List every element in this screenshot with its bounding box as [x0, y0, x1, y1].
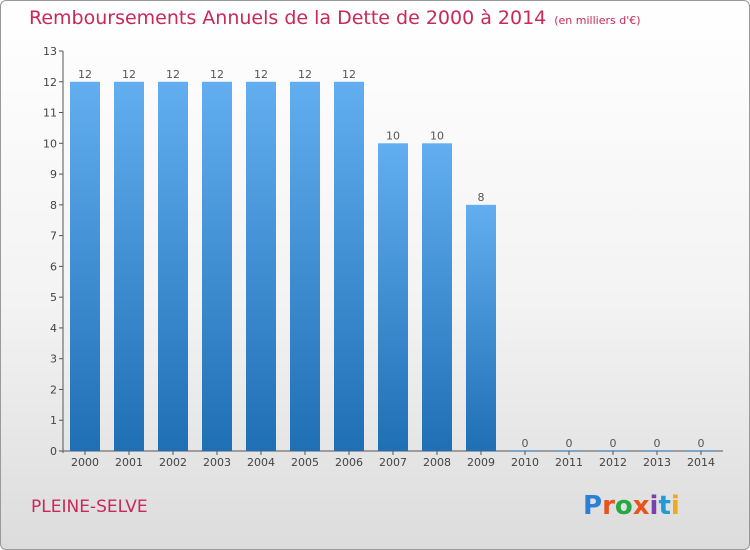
y-tick-label: 7: [50, 230, 57, 243]
bar: [290, 81, 320, 452]
data-label: 0: [522, 437, 529, 450]
y-tick-label: 5: [50, 291, 57, 304]
logo-letter: P: [583, 491, 603, 521]
x-tick-label: 2003: [203, 456, 231, 469]
bar: [158, 81, 188, 452]
data-label: 12: [210, 68, 224, 81]
bar: [422, 143, 452, 452]
x-tick-label: 2001: [115, 456, 143, 469]
x-tick-label: 2008: [423, 456, 451, 469]
data-label: 0: [610, 437, 617, 450]
bar: [334, 81, 364, 452]
y-tick-label: 8: [50, 199, 57, 212]
bar: [246, 81, 276, 452]
x-tick-label: 2004: [247, 456, 275, 469]
y-tick-label: 9: [50, 168, 57, 181]
x-tick-label: 2000: [71, 456, 99, 469]
data-label: 12: [298, 68, 312, 81]
chart-title: Remboursements Annuels de la Dette de 20…: [29, 7, 641, 29]
data-label: 12: [342, 68, 356, 81]
data-label: 0: [566, 437, 573, 450]
logo-letter: x: [632, 491, 650, 521]
y-tick-label: 0: [50, 445, 57, 458]
x-tick-label: 2010: [511, 456, 539, 469]
chart-title-text: Remboursements Annuels de la Dette de 20…: [29, 7, 547, 29]
data-label: 10: [386, 129, 400, 142]
x-tick-label: 2005: [291, 456, 319, 469]
y-tick-label: 3: [50, 353, 57, 366]
data-label: 12: [78, 68, 92, 81]
data-label: 0: [654, 437, 661, 450]
logo-letter: t: [658, 491, 671, 521]
x-tick-label: 2011: [555, 456, 583, 469]
y-tick-label: 4: [50, 322, 57, 335]
bar: [202, 81, 232, 452]
bar: [114, 81, 144, 452]
bar: [378, 143, 408, 452]
x-tick-label: 2002: [159, 456, 187, 469]
x-tick-label: 2013: [643, 456, 671, 469]
commune-name: PLEINE-SELVE: [31, 497, 148, 517]
bar: [466, 204, 496, 451]
x-tick-label: 2007: [379, 456, 407, 469]
x-tick-label: 2014: [687, 456, 715, 469]
bar: [70, 81, 100, 452]
y-tick-label: 6: [50, 260, 57, 273]
data-label: 12: [122, 68, 136, 81]
y-tick-label: 12: [43, 76, 57, 89]
logo-letter: i: [670, 491, 680, 521]
y-tick-label: 10: [43, 137, 57, 150]
x-tick-label: 2012: [599, 456, 627, 469]
data-label: 10: [430, 129, 444, 142]
x-tick-label: 2006: [335, 456, 363, 469]
x-tick-label: 2009: [467, 456, 495, 469]
y-tick-label: 1: [50, 414, 57, 427]
logo-letter: i: [649, 491, 659, 521]
logo-letter: r: [602, 491, 615, 521]
chart-unit: (en milliers d'€): [554, 14, 641, 27]
y-tick-label: 11: [43, 107, 57, 120]
data-label: 8: [478, 191, 485, 204]
y-tick-label: 2: [50, 383, 57, 396]
y-tick-label: 13: [43, 45, 57, 58]
data-label: 0: [698, 437, 705, 450]
proxiti-logo: Proxiti: [583, 491, 680, 521]
data-label: 12: [166, 68, 180, 81]
data-label: 12: [254, 68, 268, 81]
logo-letter: o: [614, 491, 633, 521]
